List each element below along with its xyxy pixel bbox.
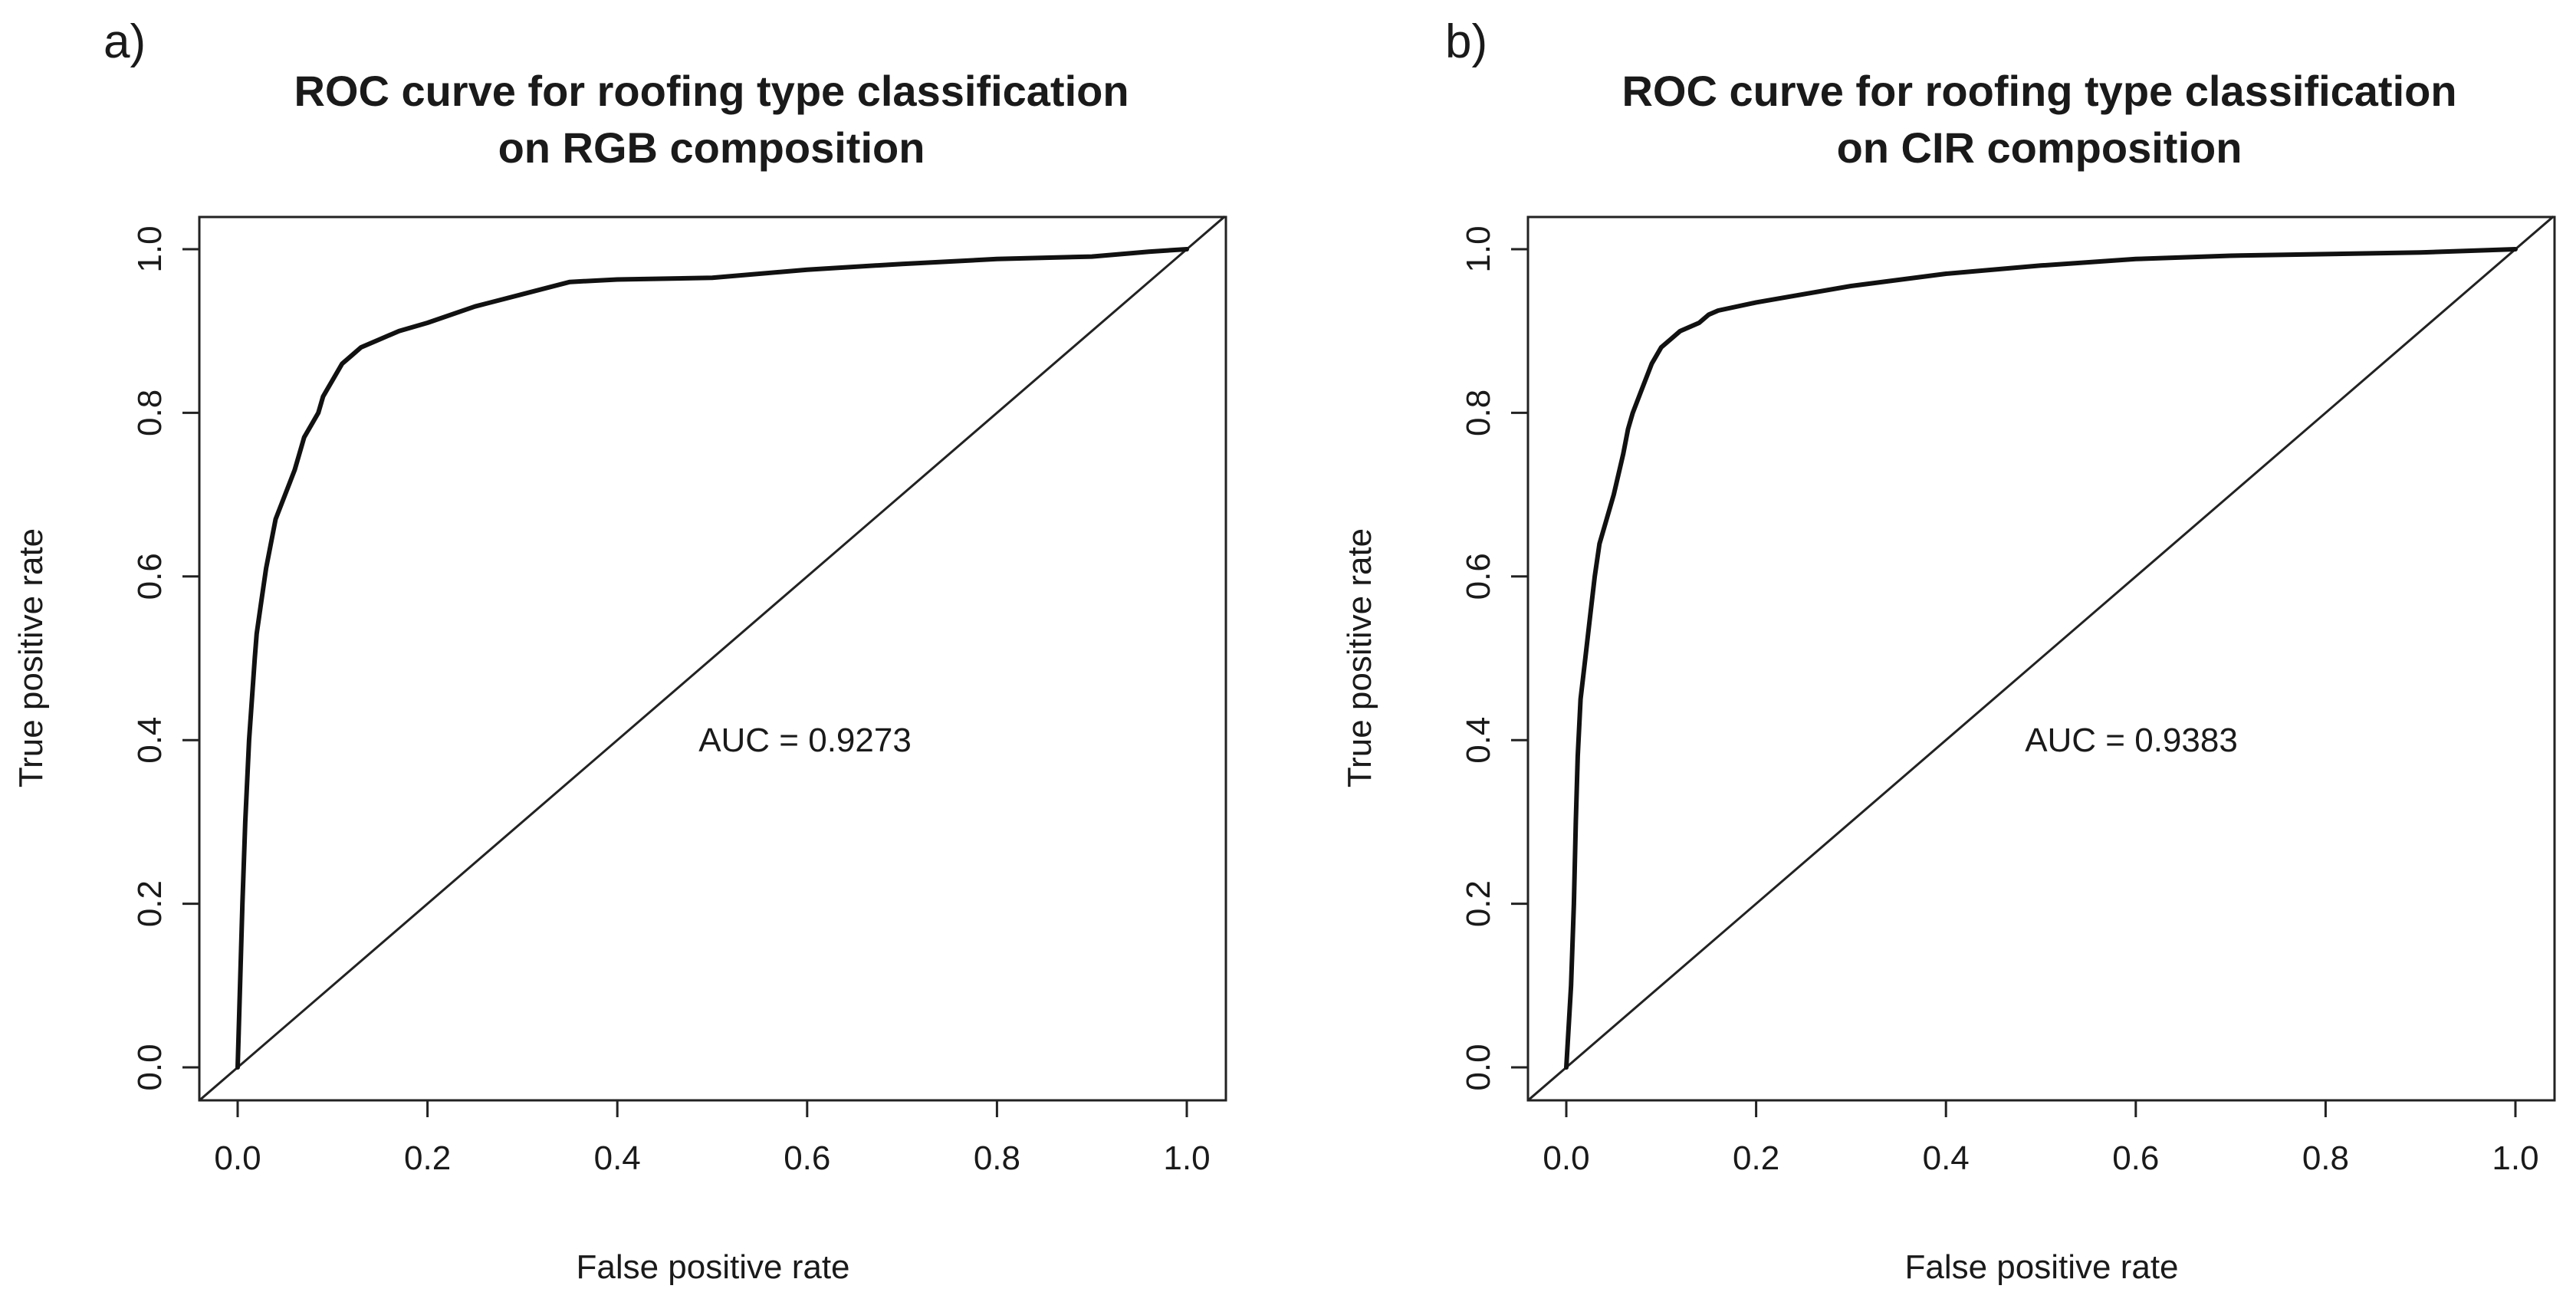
- x-tick-label: 0.4: [594, 1139, 641, 1177]
- x-axis-label: False positive rate: [576, 1248, 849, 1286]
- panel-label: a): [104, 15, 146, 68]
- y-axis-label: True positive rate: [1341, 528, 1378, 787]
- y-tick-label: 1.0: [1460, 225, 1497, 272]
- auc-annotation: AUC = 0.9273: [698, 722, 912, 759]
- y-tick-label: 0.2: [1460, 880, 1497, 927]
- y-axis: 0.0 0.2 0.4 0.6 0.8 1.0: [131, 225, 199, 1091]
- plot-frame: [1526, 215, 2556, 1102]
- x-tick-label: 0.8: [974, 1139, 1020, 1177]
- panel-label: b): [1445, 15, 1487, 68]
- y-tick-label: 0.0: [131, 1044, 169, 1090]
- x-tick-label: 0.6: [2112, 1139, 2159, 1177]
- x-tick-label: 0.0: [1543, 1139, 1589, 1177]
- chart-title-line-1: ROC curve for roofing type classificatio…: [1622, 67, 2456, 115]
- x-tick-label: 0.6: [784, 1139, 830, 1177]
- auc-annotation: AUC = 0.9383: [2025, 722, 2238, 759]
- panel-b: b) ROC curve for roofing type classifica…: [1341, 15, 2556, 1286]
- y-tick-label: 0.2: [131, 880, 169, 927]
- chance-diagonal: [199, 215, 1226, 1101]
- y-tick-label: 0.4: [131, 717, 169, 764]
- x-axis: 0.0 0.2 0.4 0.6 0.8 1.0: [214, 1100, 1211, 1177]
- x-tick-label: 0.2: [1733, 1139, 1779, 1177]
- panel-a: a) ROC curve for roofing type classifica…: [12, 15, 1227, 1286]
- x-tick-label: 0.4: [1923, 1139, 1970, 1177]
- chance-diagonal: [1527, 215, 2555, 1101]
- y-tick-label: 0.6: [131, 553, 169, 600]
- roc-curve: [1564, 247, 2518, 1070]
- x-tick-label: 1.0: [1163, 1139, 1210, 1177]
- y-tick-label: 0.8: [131, 390, 169, 436]
- chart-title-line-2: on RGB composition: [498, 123, 925, 172]
- chart-title-line-1: ROC curve for roofing type classificatio…: [294, 67, 1129, 115]
- y-tick-label: 1.0: [131, 225, 169, 272]
- x-tick-label: 1.0: [2492, 1139, 2538, 1177]
- y-tick-label: 0.0: [1460, 1044, 1497, 1090]
- roc-curve: [235, 247, 1189, 1070]
- x-tick-label: 0.8: [2302, 1139, 2349, 1177]
- plot-frame: [198, 215, 1227, 1102]
- x-tick-label: 0.2: [404, 1139, 451, 1177]
- y-tick-label: 0.6: [1460, 553, 1497, 600]
- y-axis-label: True positive rate: [12, 528, 50, 787]
- y-tick-label: 0.8: [1460, 390, 1497, 436]
- x-axis-label: False positive rate: [1904, 1248, 2178, 1286]
- x-tick-label: 0.0: [214, 1139, 261, 1177]
- y-axis: 0.0 0.2 0.4 0.6 0.8 1.0: [1460, 225, 1528, 1091]
- y-tick-label: 0.4: [1460, 717, 1497, 764]
- x-axis: 0.0 0.2 0.4 0.6 0.8 1.0: [1543, 1100, 2539, 1177]
- chart-title-line-2: on CIR composition: [1837, 123, 2242, 172]
